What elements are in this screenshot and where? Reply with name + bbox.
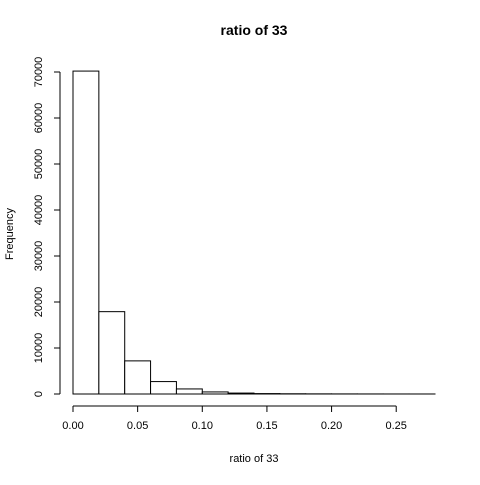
histogram-bar — [99, 312, 125, 394]
y-tick-label: 40000 — [33, 195, 45, 226]
histogram-bar — [73, 71, 99, 394]
x-tick-label: 0.10 — [192, 420, 213, 432]
x-tick-label: 0.00 — [62, 420, 83, 432]
y-tick-label: 50000 — [33, 149, 45, 180]
chart-title: ratio of 33 — [221, 22, 288, 38]
x-tick-label: 0.25 — [386, 420, 407, 432]
histogram-bar — [228, 393, 254, 394]
y-tick-label: 20000 — [33, 287, 45, 318]
histogram-bar — [202, 392, 228, 394]
y-axis-title: Frequency — [4, 208, 16, 260]
y-tick-label: 0 — [33, 391, 45, 397]
histogram-bar — [176, 389, 202, 394]
x-tick-label: 0.20 — [321, 420, 342, 432]
x-axis-title: ratio of 33 — [230, 453, 279, 465]
y-tick-label: 70000 — [33, 57, 45, 88]
x-tick-label: 0.05 — [127, 420, 148, 432]
y-tick-label: 60000 — [33, 103, 45, 134]
histogram-bar — [151, 382, 177, 394]
y-tick-label: 10000 — [33, 333, 45, 364]
x-tick-label: 0.15 — [256, 420, 277, 432]
histogram-bar — [125, 361, 151, 394]
y-tick-label: 30000 — [33, 241, 45, 272]
